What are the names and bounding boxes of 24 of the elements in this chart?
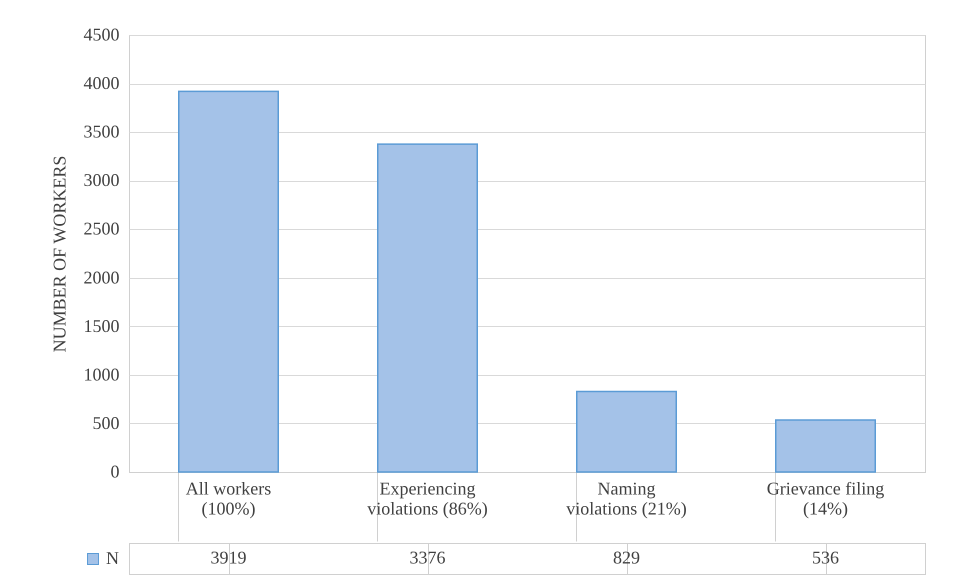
y-tick-label: 4000 xyxy=(84,73,120,94)
y-tick-label: 4500 xyxy=(84,24,120,44)
y-tick-label: 3500 xyxy=(84,122,120,142)
data-label: 3376 xyxy=(410,548,446,568)
data-label: 3919 xyxy=(210,548,246,568)
bar xyxy=(178,90,279,473)
data-label: 829 xyxy=(613,548,640,568)
y-tick-label: 0 xyxy=(110,462,120,482)
y-tick-label: 500 xyxy=(92,412,120,433)
data-label: 536 xyxy=(812,548,839,568)
bar xyxy=(775,419,876,473)
y-tick-label: 2500 xyxy=(84,218,120,239)
y-tick-label: 2000 xyxy=(84,267,120,288)
x-tick-label: Grievance filing (14%) xyxy=(766,478,884,518)
bar xyxy=(377,143,478,473)
bar xyxy=(576,390,677,473)
y-axis-title: NUMBER OF WORKERS xyxy=(50,156,70,352)
x-tick-label: All workers (100%) xyxy=(186,478,272,518)
legend-label: N xyxy=(106,548,119,568)
x-tick-label: Experiencing violations (86%) xyxy=(367,478,488,518)
y-tick-label: 1500 xyxy=(84,316,120,336)
x-tick-label: Naming violations (21%) xyxy=(566,478,687,518)
y-tick-label: 1000 xyxy=(84,364,120,384)
y-tick-label: 3000 xyxy=(84,170,120,190)
